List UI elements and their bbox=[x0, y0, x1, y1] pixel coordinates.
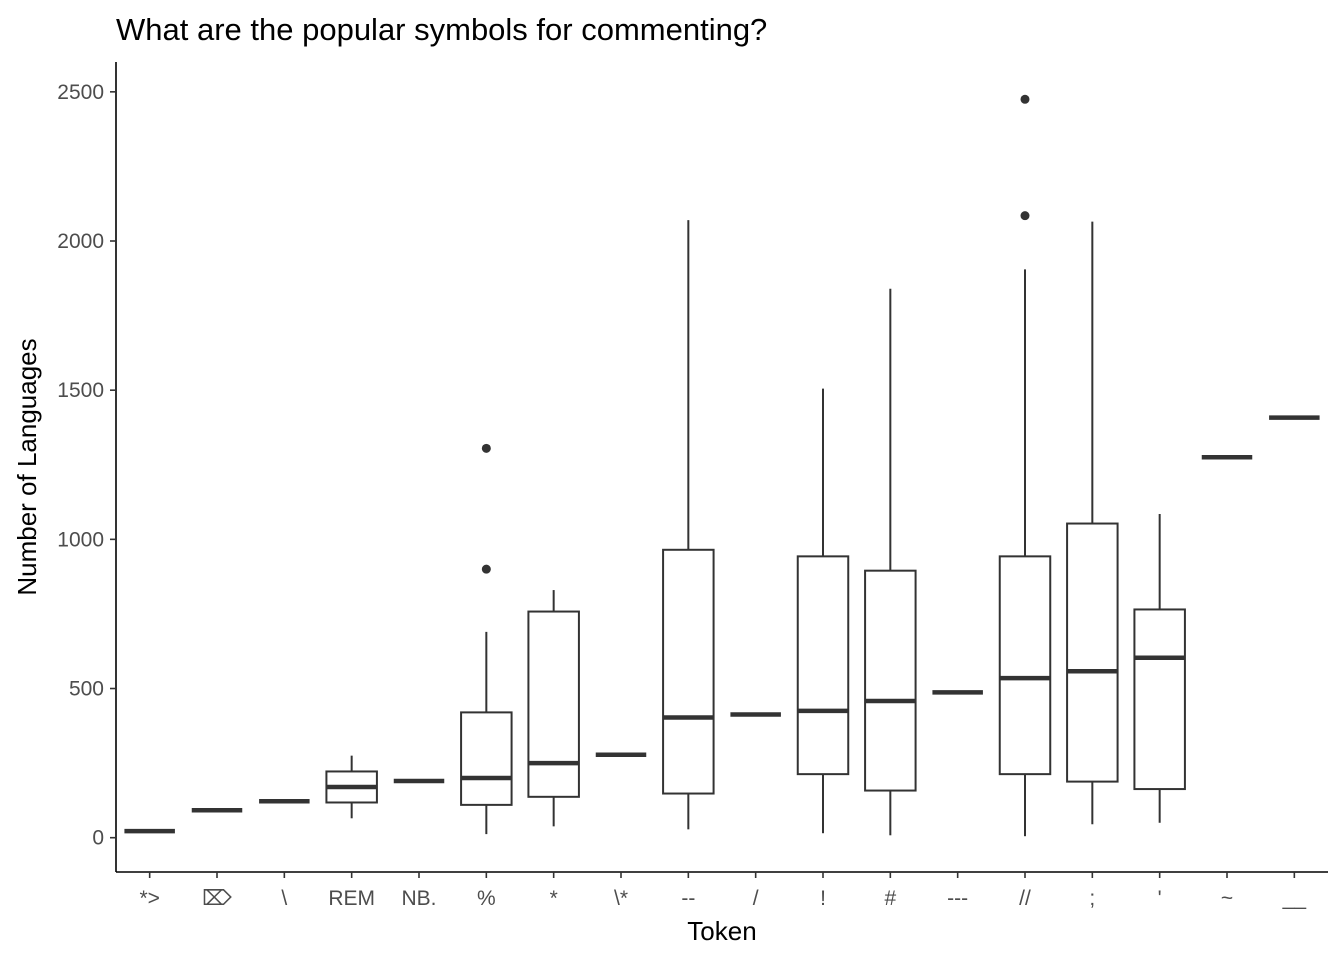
box-5 bbox=[460, 443, 513, 835]
box-body bbox=[864, 569, 917, 792]
box-body bbox=[998, 555, 1052, 776]
outlier-point bbox=[1020, 211, 1030, 221]
x-tick-label: -- bbox=[681, 887, 695, 910]
x-tick-label: // bbox=[1019, 887, 1031, 910]
y-tick-label: 1000 bbox=[57, 528, 104, 551]
y-tick-label: 0 bbox=[92, 827, 104, 850]
x-tick-label: ; bbox=[1089, 887, 1095, 910]
y-tick-label: 2000 bbox=[57, 230, 104, 253]
box-13 bbox=[998, 94, 1052, 837]
box-6 bbox=[527, 590, 580, 827]
x-tick-label: ' bbox=[1158, 887, 1162, 910]
y-tick-label: 500 bbox=[69, 678, 104, 701]
x-tick-label: --- bbox=[947, 887, 968, 910]
plot-area bbox=[124, 94, 1320, 837]
x-tick-label: / bbox=[753, 887, 759, 910]
box-3 bbox=[325, 755, 378, 819]
box-8 bbox=[662, 220, 715, 830]
x-tick-label: \* bbox=[614, 887, 628, 910]
x-axis: *> ⌦ \ REM NB.% * \* -- /! # --- //; ' ~ __ bbox=[116, 871, 1328, 910]
box-body bbox=[796, 555, 850, 776]
box-body bbox=[527, 610, 580, 798]
y-axis: 0 500 1000 1500 2000 2500 bbox=[57, 62, 117, 872]
x-tick-label: # bbox=[884, 887, 896, 910]
x-tick-label: * bbox=[550, 887, 558, 910]
outlier-point bbox=[481, 443, 491, 453]
box-15 bbox=[1133, 513, 1186, 823]
outlier-point bbox=[1020, 94, 1030, 104]
box-body bbox=[1066, 522, 1119, 783]
outlier-point bbox=[481, 564, 491, 574]
x-tick-label: ! bbox=[820, 887, 826, 910]
x-tick-label: NB. bbox=[401, 887, 436, 910]
box-body bbox=[460, 711, 513, 806]
box-10 bbox=[796, 388, 850, 834]
x-tick-label: *> bbox=[139, 887, 159, 910]
x-tick-label: REM bbox=[328, 887, 375, 910]
y-tick-label: 1500 bbox=[57, 379, 104, 402]
x-tick-label: \ bbox=[281, 887, 287, 910]
x-tick-label: __ bbox=[1282, 887, 1307, 910]
y-axis-title: Number of Languages bbox=[12, 338, 42, 595]
x-tick-label: ~ bbox=[1221, 887, 1233, 910]
chart-title: What are the popular symbols for comment… bbox=[116, 12, 767, 47]
box-11 bbox=[864, 288, 917, 836]
y-tick-label: 2500 bbox=[57, 81, 104, 104]
x-tick-label: ⌦ bbox=[202, 887, 232, 910]
x-tick-label: % bbox=[477, 887, 496, 910]
box-body bbox=[1133, 608, 1186, 791]
box-body bbox=[662, 548, 715, 795]
x-axis-title: Token bbox=[687, 916, 756, 946]
box-14 bbox=[1066, 221, 1119, 825]
